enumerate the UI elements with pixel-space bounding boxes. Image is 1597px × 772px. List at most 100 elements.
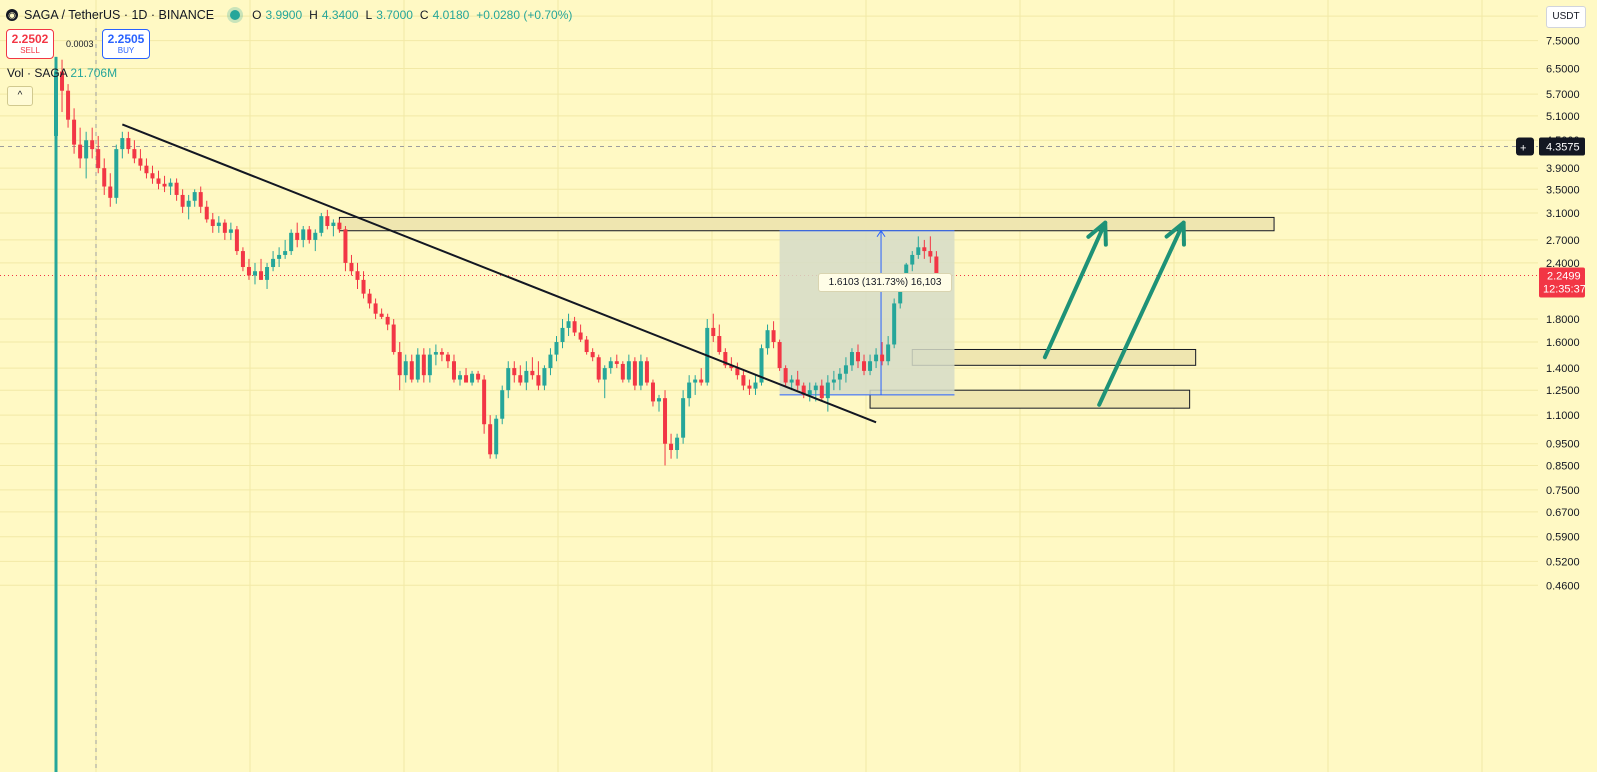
measure-tool[interactable] [779,229,955,396]
candle-down [60,71,65,91]
last-price-label: 2.2499 [1547,271,1581,283]
y-tick-label: 6.5000 [1546,63,1580,75]
volume-label: Vol · SAGA [7,66,68,80]
candle-down [391,324,396,353]
spread-value: 0.0003 [66,39,94,49]
projection-arrow[interactable] [1042,220,1108,360]
candle-down [699,379,704,383]
y-tick-label: 1.1000 [1546,410,1580,422]
candle-down [578,332,583,340]
candle-up [693,379,698,383]
candle-down [855,352,860,362]
candle-up [319,216,324,233]
y-tick-label: 3.1000 [1546,208,1580,220]
sell-button[interactable]: 2.2502 SELL [6,29,54,59]
candle-down [222,222,227,233]
candle-down [72,119,77,145]
y-tick-label: 0.5200 [1546,556,1580,568]
candle-down [801,385,806,395]
candle-down [922,247,927,252]
candle-down [66,90,71,120]
candle-down [240,251,245,268]
y-tick-label: 5.1000 [1546,111,1580,123]
candle-down [379,313,384,317]
candle-down [234,229,239,252]
candle-down [596,357,601,380]
volume-legend[interactable]: Vol · SAGA 21.706M [7,66,117,80]
candle-up [301,229,306,240]
candle-down [590,352,595,358]
measure-box[interactable] [779,230,955,395]
y-tick-label: 1.6000 [1546,337,1580,349]
candle-up [602,368,607,380]
y-tick-label: 0.5900 [1546,532,1580,544]
chart-header: ◉ SAGA / TetherUS · 1D · BINANCE O 3.9900… [6,6,575,24]
candle-up [494,418,499,455]
candle-up [313,232,318,240]
candle-down [777,342,782,369]
collapse-legend-button[interactable]: ^ [7,86,33,106]
candle-down [397,352,402,376]
candle-down [295,232,300,240]
candle-down [367,293,372,304]
candle-down [644,361,649,383]
candle-down [90,140,95,150]
candle-up [554,342,559,355]
trendline[interactable] [121,123,877,424]
candle-up [506,368,511,391]
candle-down [132,149,137,159]
candle-up [765,330,770,349]
sell-price: 2.2502 [11,32,49,46]
candle-up [114,149,119,198]
candle-down [928,251,933,257]
candles [54,56,939,772]
crosshair-price-tag [1539,137,1585,156]
y-tick-label: 0.9500 [1546,439,1580,451]
market-open-icon [230,10,241,20]
candle-down [862,361,867,371]
price-zone[interactable] [911,348,1197,366]
candle-down [771,330,776,343]
candle-down [337,222,342,230]
symbol-title[interactable]: SAGA / TetherUS · 1D · BINANCE [24,8,215,22]
drawings[interactable] [121,123,1186,424]
candle-up [753,382,758,389]
candle-down [934,256,939,276]
y-tick-label: 2.4000 [1546,258,1580,270]
candle-down [512,368,517,376]
countdown-label: 12:35:37 [1543,284,1586,296]
candle-down [180,194,185,207]
add-alert-button[interactable] [1516,137,1534,156]
y-tick-label: 2.7000 [1546,235,1580,247]
ohlc-key: O [252,8,262,22]
candle-up [681,398,686,438]
buy-button[interactable]: 2.2505 BUY [102,29,150,59]
price-axis-bg [1538,0,1597,772]
candle-down [138,158,143,166]
candle-up [216,222,221,226]
ohlc-key: C [419,8,429,22]
candle-up [910,254,915,265]
price-axis[interactable]: 8.50007.50006.50005.70005.10004.50003.90… [1516,0,1597,772]
candle-up [458,375,463,380]
candle-up [427,354,432,376]
y-tick-label: 1.4000 [1546,363,1580,375]
candle-down [723,352,728,366]
candle-down [536,375,541,386]
candle-up [433,352,438,355]
volume-value: 21.706M [70,66,118,80]
candle-down [162,183,167,187]
candle-down [445,354,450,362]
candle-down [482,379,487,425]
grid [0,0,1538,772]
price-zone[interactable] [338,216,1275,232]
candle-down [439,352,444,355]
projection-arrow[interactable] [1097,220,1186,407]
candle-down [307,229,312,240]
candle-up [807,390,812,395]
candle-up [849,352,854,366]
currency-button[interactable]: USDT [1546,6,1586,28]
ohlc-key: H [309,8,318,22]
candle-up [84,140,89,159]
